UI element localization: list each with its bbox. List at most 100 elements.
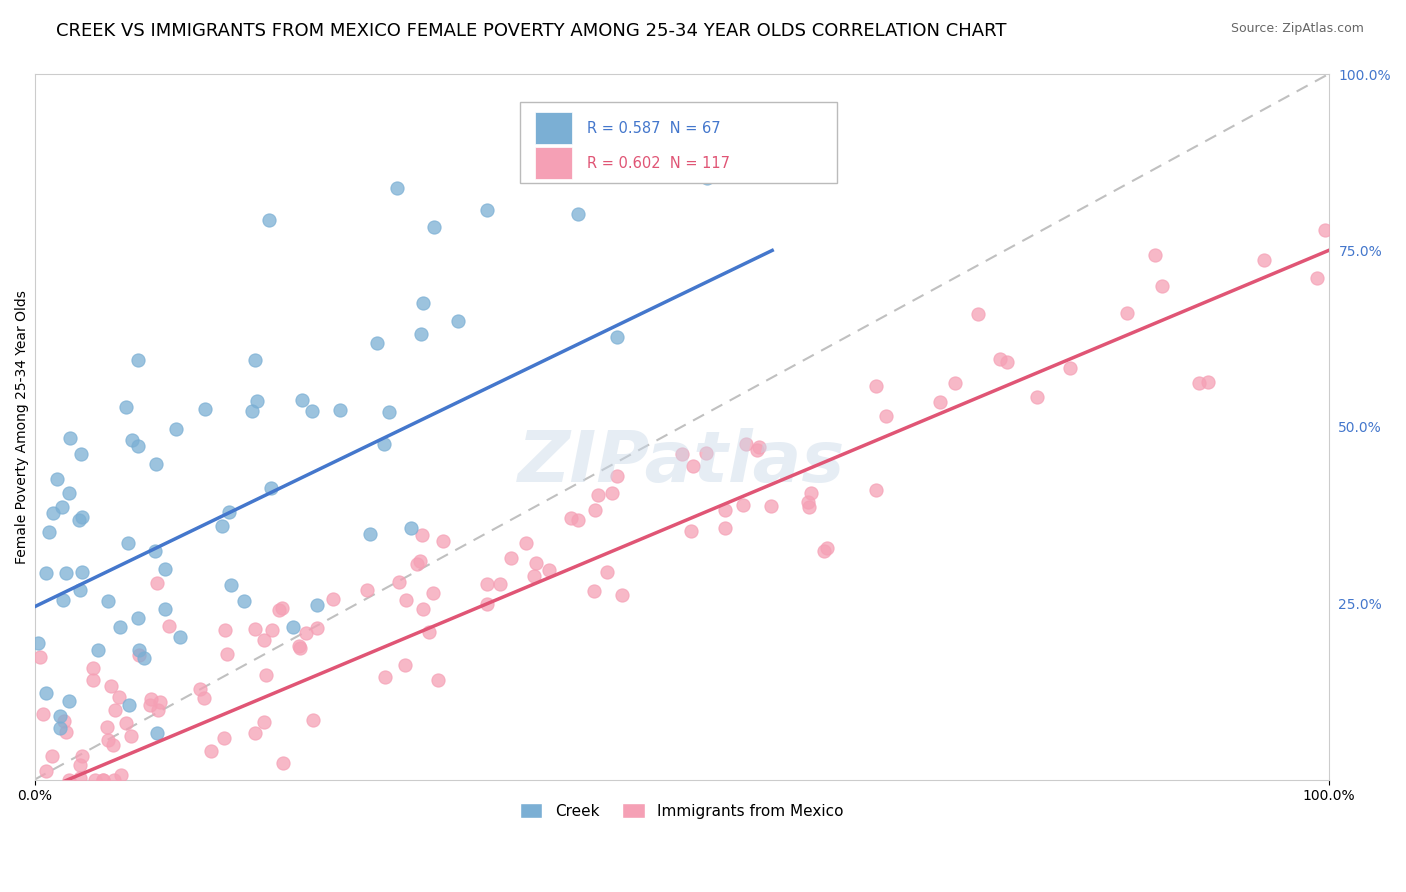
Point <box>35 566 58 580</box>
Point <box>51 500 73 514</box>
Point <box>1305 271 1327 285</box>
Point <box>295 625 318 640</box>
Point <box>246 394 269 409</box>
Point <box>115 401 138 415</box>
Point <box>596 565 619 579</box>
Point <box>38 525 60 540</box>
Point <box>252 715 274 730</box>
Legend: Creek, Immigrants from Mexico: Creek, Immigrants from Mexico <box>513 797 849 825</box>
Point <box>567 206 589 220</box>
Point <box>55 724 77 739</box>
Point <box>69 582 91 597</box>
Point <box>1197 375 1219 389</box>
Point <box>411 528 433 542</box>
Point <box>49 709 72 723</box>
Point <box>212 731 235 745</box>
Point <box>681 524 703 538</box>
Point <box>110 768 132 782</box>
Point <box>127 352 149 367</box>
Point <box>49 721 72 735</box>
Point <box>288 640 311 655</box>
Point <box>218 505 240 519</box>
Point <box>489 577 512 591</box>
Point <box>671 447 693 461</box>
Point <box>523 569 546 583</box>
Point <box>432 534 454 549</box>
Point <box>67 513 90 527</box>
Point <box>1150 279 1173 293</box>
Y-axis label: Female Poverty Among 25-34 Year Olds: Female Poverty Among 25-34 Year Olds <box>15 290 30 564</box>
Point <box>260 623 283 637</box>
Point <box>271 600 294 615</box>
Point <box>733 498 755 512</box>
Point <box>100 679 122 693</box>
Point <box>82 673 104 688</box>
Point <box>69 758 91 772</box>
Point <box>45 472 67 486</box>
Point <box>101 738 124 752</box>
Point <box>70 748 93 763</box>
Point <box>128 643 150 657</box>
Point <box>322 592 344 607</box>
Point <box>813 543 835 558</box>
Point <box>108 690 131 704</box>
Point <box>72 566 94 580</box>
Point <box>945 376 967 391</box>
Point <box>219 577 242 591</box>
Point <box>97 732 120 747</box>
Point <box>875 409 897 423</box>
Point <box>1313 223 1336 237</box>
Point <box>214 623 236 637</box>
Point <box>283 620 305 634</box>
Point <box>41 749 63 764</box>
Text: R = 0.602  N = 117: R = 0.602 N = 117 <box>588 155 730 170</box>
Point <box>759 499 782 513</box>
Point <box>240 404 263 418</box>
Point <box>96 720 118 734</box>
Point <box>291 392 314 407</box>
Text: ZIPatlas: ZIPatlas <box>517 427 845 497</box>
Point <box>58 693 80 707</box>
Point <box>153 602 176 616</box>
Point <box>35 685 58 699</box>
Point <box>93 772 115 787</box>
Point <box>269 603 291 617</box>
Point <box>582 584 605 599</box>
Point <box>165 421 187 435</box>
Point <box>93 772 115 787</box>
Point <box>104 703 127 717</box>
Point <box>422 586 444 600</box>
Point <box>606 469 628 483</box>
Point <box>146 703 169 717</box>
Point <box>253 633 276 648</box>
Point <box>735 437 758 451</box>
Text: CREEK VS IMMIGRANTS FROM MEXICO FEMALE POVERTY AMONG 25-34 YEAR OLDS CORRELATION: CREEK VS IMMIGRANTS FROM MEXICO FEMALE P… <box>56 22 1007 40</box>
Bar <box>536 147 572 179</box>
Point <box>1143 248 1166 262</box>
Point <box>929 395 952 409</box>
Point <box>409 554 432 568</box>
Point <box>169 631 191 645</box>
Point <box>32 706 55 721</box>
Point <box>385 181 408 195</box>
Point <box>426 673 449 688</box>
Point <box>193 690 215 705</box>
Point <box>59 431 82 445</box>
Point <box>120 729 142 743</box>
Point <box>157 619 180 633</box>
Point <box>115 716 138 731</box>
Point <box>58 486 80 500</box>
Point <box>69 771 91 785</box>
Point <box>797 500 820 515</box>
Point <box>995 355 1018 369</box>
Point <box>378 405 401 419</box>
Point <box>714 503 737 517</box>
Point <box>243 726 266 740</box>
Point <box>301 404 323 418</box>
Point <box>537 563 560 577</box>
Point <box>132 651 155 665</box>
Point <box>83 772 105 787</box>
Point <box>103 772 125 787</box>
Point <box>243 622 266 636</box>
Point <box>53 714 76 728</box>
